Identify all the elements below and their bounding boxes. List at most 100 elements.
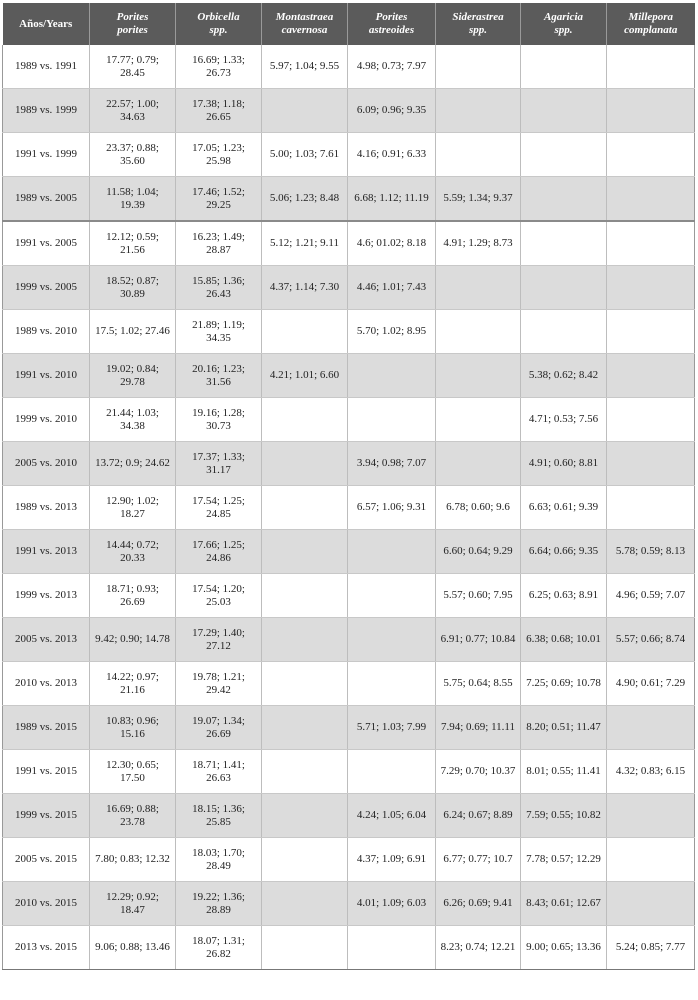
value-cell xyxy=(261,485,348,530)
value-cell: 9.06; 0.88; 13.46 xyxy=(89,925,176,970)
value-cell: 17.54; 1.25; 24.85 xyxy=(175,485,262,530)
table-row: 1989 vs. 1991 17.77; 0.79; 28.45 16.69; 1.… xyxy=(2,45,695,89)
value-cell: 7.59; 0.55; 10.82 xyxy=(520,793,607,838)
value-cell: 6.09; 0.96; 9.35 xyxy=(347,88,436,133)
value-cell: 5.12; 1.21; 9.11 xyxy=(261,220,348,266)
comparison-cell: 1989 vs. 1991 xyxy=(2,45,90,89)
value-cell xyxy=(435,353,521,398)
header-line-2: spp. xyxy=(209,24,228,36)
header-species-1: Porites porites xyxy=(89,3,176,45)
value-cell xyxy=(606,793,695,838)
header-line-1: Millepora xyxy=(628,11,674,23)
value-cell: 14.44; 0.72; 20.33 xyxy=(89,529,176,574)
value-cell: 8.20; 0.51; 11.47 xyxy=(520,705,607,750)
value-cell xyxy=(347,661,436,706)
header-row: Años/Years Porites porites Orbicella spp. Mon… xyxy=(2,3,695,45)
value-cell: 5.75; 0.64; 8.55 xyxy=(435,661,521,706)
value-cell: 18.71; 0.93; 26.69 xyxy=(89,573,176,618)
value-cell xyxy=(606,485,695,530)
value-cell: 7.29; 0.70; 10.37 xyxy=(435,749,521,794)
table-row: 1991 vs. 1999 23.37; 0.88; 35.60 17.05; 1.… xyxy=(2,132,695,177)
header-line-1: Orbicella xyxy=(197,11,240,23)
value-cell xyxy=(606,705,695,750)
value-cell: 7.80; 0.83; 12.32 xyxy=(89,837,176,882)
table-row: 1991 vs. 2005 12.12; 0.59; 21.56 16.23; 1.… xyxy=(2,220,695,266)
table-row: 1989 vs. 2015 10.83; 0.96; 15.16 19.07; 1.… xyxy=(2,705,695,750)
value-cell: 17.54; 1.20; 25.03 xyxy=(175,573,262,618)
value-cell: 21.89; 1.19; 34.35 xyxy=(175,309,262,354)
value-cell: 14.22; 0.97; 21.16 xyxy=(89,661,176,706)
value-cell xyxy=(520,176,607,222)
value-cell xyxy=(435,132,521,177)
value-cell: 6.77; 0.77; 10.7 xyxy=(435,837,521,882)
value-cell: 4.91; 1.29; 8.73 xyxy=(435,220,521,266)
value-cell: 20.16; 1.23; 31.56 xyxy=(175,353,262,398)
header-species-4: Porites astreoides xyxy=(347,3,436,45)
value-cell: 4.32; 0.83; 6.15 xyxy=(606,749,695,794)
comparison-cell: 1989 vs. 2015 xyxy=(2,705,90,750)
value-cell: 6.25; 0.63; 8.91 xyxy=(520,573,607,618)
value-cell: 17.66; 1.25; 24.86 xyxy=(175,529,262,574)
comparison-cell: 1989 vs. 2010 xyxy=(2,309,90,354)
value-cell xyxy=(435,45,521,89)
value-cell xyxy=(606,837,695,882)
value-cell: 6.64; 0.66; 9.35 xyxy=(520,529,607,574)
value-cell xyxy=(606,132,695,177)
value-cell: 6.26; 0.69; 9.41 xyxy=(435,881,521,926)
value-cell xyxy=(606,397,695,442)
value-cell xyxy=(261,529,348,574)
value-cell: 4.37; 1.09; 6.91 xyxy=(347,837,436,882)
value-cell xyxy=(520,309,607,354)
header-years: Años/Years xyxy=(2,3,90,45)
value-cell: 8.01; 0.55; 11.41 xyxy=(520,749,607,794)
value-cell xyxy=(347,573,436,618)
table-row: 2010 vs. 2013 14.22; 0.97; 21.16 19.78; 1.… xyxy=(2,661,695,706)
value-cell: 5.70; 1.02; 8.95 xyxy=(347,309,436,354)
value-cell: 5.06; 1.23; 8.48 xyxy=(261,176,348,222)
value-cell xyxy=(261,705,348,750)
value-cell: 17.77; 0.79; 28.45 xyxy=(89,45,176,89)
header-species-6: Agaricia spp. xyxy=(520,3,607,45)
table-row: 1989 vs. 2010 17.5; 1.02; 27.46 21.89; 1.1… xyxy=(2,309,695,354)
comparison-cell: 2005 vs. 2013 xyxy=(2,617,90,662)
value-cell: 4.24; 1.05; 6.04 xyxy=(347,793,436,838)
value-cell: 5.57; 0.60; 7.95 xyxy=(435,573,521,618)
comparison-cell: 1991 vs. 2005 xyxy=(2,220,90,266)
value-cell: 7.25; 0.69; 10.78 xyxy=(520,661,607,706)
comparison-cell: 2010 vs. 2015 xyxy=(2,881,90,926)
value-cell xyxy=(261,749,348,794)
header-line-1: Montastraea xyxy=(275,11,334,23)
value-cell: 18.15; 1.36; 25.85 xyxy=(175,793,262,838)
value-cell: 17.37; 1.33; 31.17 xyxy=(175,441,262,486)
value-cell xyxy=(347,749,436,794)
comparison-cell: 1991 vs. 2013 xyxy=(2,529,90,574)
value-cell: 19.78; 1.21; 29.42 xyxy=(175,661,262,706)
value-cell: 7.94; 0.69; 11.11 xyxy=(435,705,521,750)
value-cell: 12.30; 0.65; 17.50 xyxy=(89,749,176,794)
value-cell: 4.98; 0.73; 7.97 xyxy=(347,45,436,89)
comparison-cell: 1999 vs. 2010 xyxy=(2,397,90,442)
table-row: 1991 vs. 2015 12.30; 0.65; 17.50 18.71; 1.… xyxy=(2,749,695,794)
value-cell: 16.69; 1.33; 26.73 xyxy=(175,45,262,89)
table-row: 1989 vs. 2005 11.58; 1.04; 19.39 17.46; 1.… xyxy=(2,176,695,222)
comparison-cell: 1991 vs. 1999 xyxy=(2,132,90,177)
value-cell xyxy=(606,176,695,222)
value-cell: 19.16; 1.28; 30.73 xyxy=(175,397,262,442)
value-cell: 8.23; 0.74; 12.21 xyxy=(435,925,521,970)
value-cell: 17.46; 1.52; 29.25 xyxy=(175,176,262,222)
data-table: Años/Years Porites porites Orbicella spp. Mon… xyxy=(2,3,695,970)
table-row: 1999 vs. 2015 16.69; 0.88; 23.78 18.15; 1.… xyxy=(2,793,695,838)
table-row: 1989 vs. 2013 12.90; 1.02; 18.27 17.54; 1.… xyxy=(2,485,695,530)
value-cell: 17.38; 1.18; 26.65 xyxy=(175,88,262,133)
value-cell xyxy=(606,45,695,89)
value-cell: 6.78; 0.60; 9.6 xyxy=(435,485,521,530)
value-cell xyxy=(606,353,695,398)
value-cell xyxy=(261,925,348,970)
value-cell: 5.24; 0.85; 7.77 xyxy=(606,925,695,970)
comparison-cell: 1999 vs. 2015 xyxy=(2,793,90,838)
comparison-cell: 1991 vs. 2015 xyxy=(2,749,90,794)
value-cell: 16.69; 0.88; 23.78 xyxy=(89,793,176,838)
header-species-2: Orbicella spp. xyxy=(175,3,262,45)
value-cell: 19.22; 1.36; 28.89 xyxy=(175,881,262,926)
